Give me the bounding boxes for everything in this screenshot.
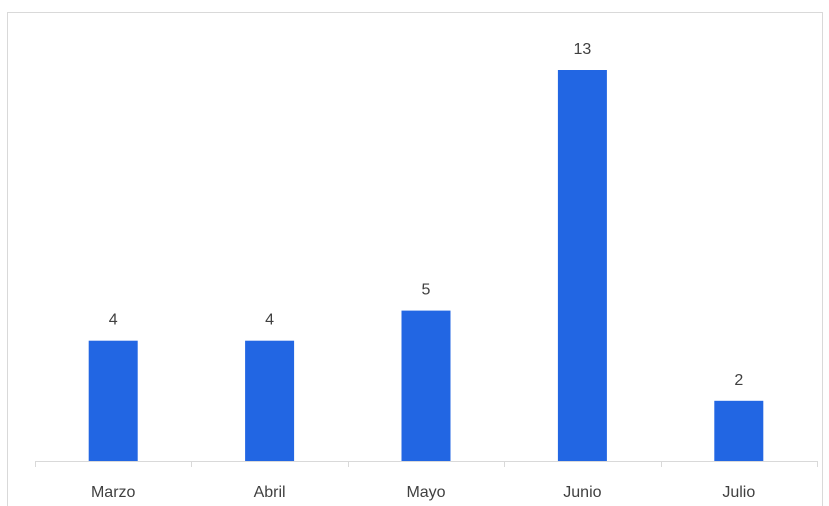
x-axis bbox=[35, 461, 818, 467]
data-label-julio: 2 bbox=[734, 372, 743, 389]
x-tick-label-abril: Abril bbox=[254, 484, 286, 501]
x-tick-label-marzo: Marzo bbox=[91, 484, 136, 501]
bar-abril bbox=[245, 340, 295, 461]
x-tick-label-mayo: Mayo bbox=[406, 484, 445, 501]
data-label-abril: 4 bbox=[265, 312, 274, 329]
data-labels-group: 4 4 5 13 2 bbox=[109, 41, 744, 389]
x-tick-labels-group: Marzo Abril Mayo Junio Julio bbox=[91, 484, 755, 501]
data-label-junio: 13 bbox=[574, 41, 592, 58]
bar-julio bbox=[714, 400, 764, 461]
data-label-marzo: 4 bbox=[109, 312, 118, 329]
x-tick-label-julio: Julio bbox=[722, 484, 755, 501]
bar-junio bbox=[557, 70, 607, 461]
data-label-mayo: 5 bbox=[422, 282, 431, 299]
bar-marzo bbox=[88, 340, 138, 461]
bars-group bbox=[88, 70, 764, 461]
x-tick-label-junio: Junio bbox=[563, 484, 601, 501]
bar-mayo bbox=[401, 310, 451, 461]
